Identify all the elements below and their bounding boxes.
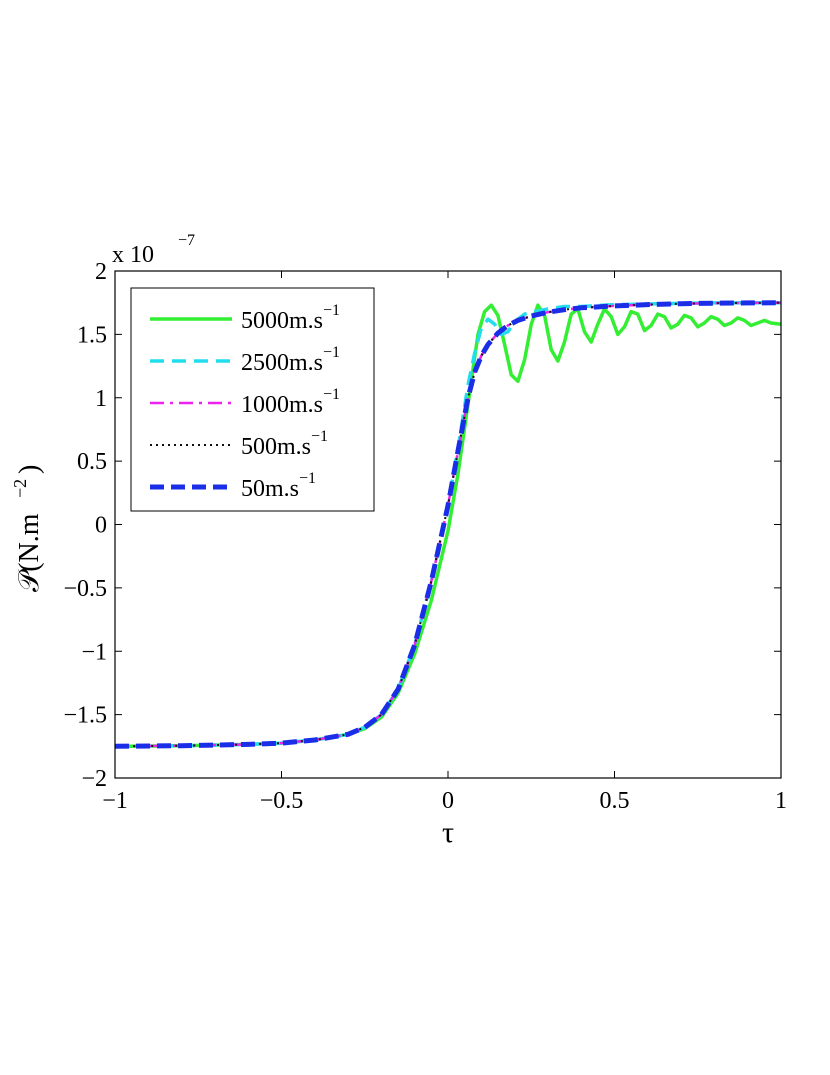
x-axis-title: τ [442,816,454,849]
legend-label-exponent: −1 [323,302,340,319]
legend-label-exponent: −1 [323,386,340,403]
y-axis-title-main: 𝒫(N.m [14,513,45,592]
legend-label-exponent: −1 [311,428,328,445]
legend-label-exponent: −1 [323,344,340,361]
x-tick-label: −0.5 [260,788,304,814]
ticks-layer: −1 −0.5 0 0.5 1 −2 −1.5 −1 −0.5 0 0.5 1 1.5 2 [63,259,787,814]
multiplier-exponent: −7 [178,232,195,249]
legend: 5000m.s−12500m.s−11000m.s−1500m.s−150m.s… [130,287,375,512]
y-tick-label: 0 [95,513,107,539]
series-line-4 [114,300,782,749]
y-tick-label: −1.5 [63,703,107,729]
axis-multiplier: x 10 −7 [112,232,195,268]
y-tick-label: 1.5 [77,322,107,348]
y-tick-label: −1 [81,639,107,665]
y-axis-title-close: ) [14,465,45,474]
series-line-1 [114,300,782,749]
legend-box [130,287,375,512]
legend-label-exponent: −1 [299,470,316,487]
y-axis-title-exponent: −2 [10,479,30,498]
series-line-3 [114,301,782,748]
x-tick-label: −1 [102,788,128,814]
x-tick-label: 0 [442,788,454,814]
y-tick-label: 0.5 [77,449,107,475]
x-tick-label: 1 [775,788,787,814]
series-line-0 [114,303,782,749]
multiplier-base: x 10 [112,242,154,268]
x-tick-label: 0.5 [600,788,630,814]
y-tick-label: −0.5 [63,576,107,602]
y-tick-label: −2 [81,766,107,792]
y-tick-label: 1 [95,386,107,412]
y-tick-label: 2 [95,259,107,285]
series-layer [114,300,782,749]
y-axis-title: 𝒫(N.m −2 ) [10,465,45,592]
